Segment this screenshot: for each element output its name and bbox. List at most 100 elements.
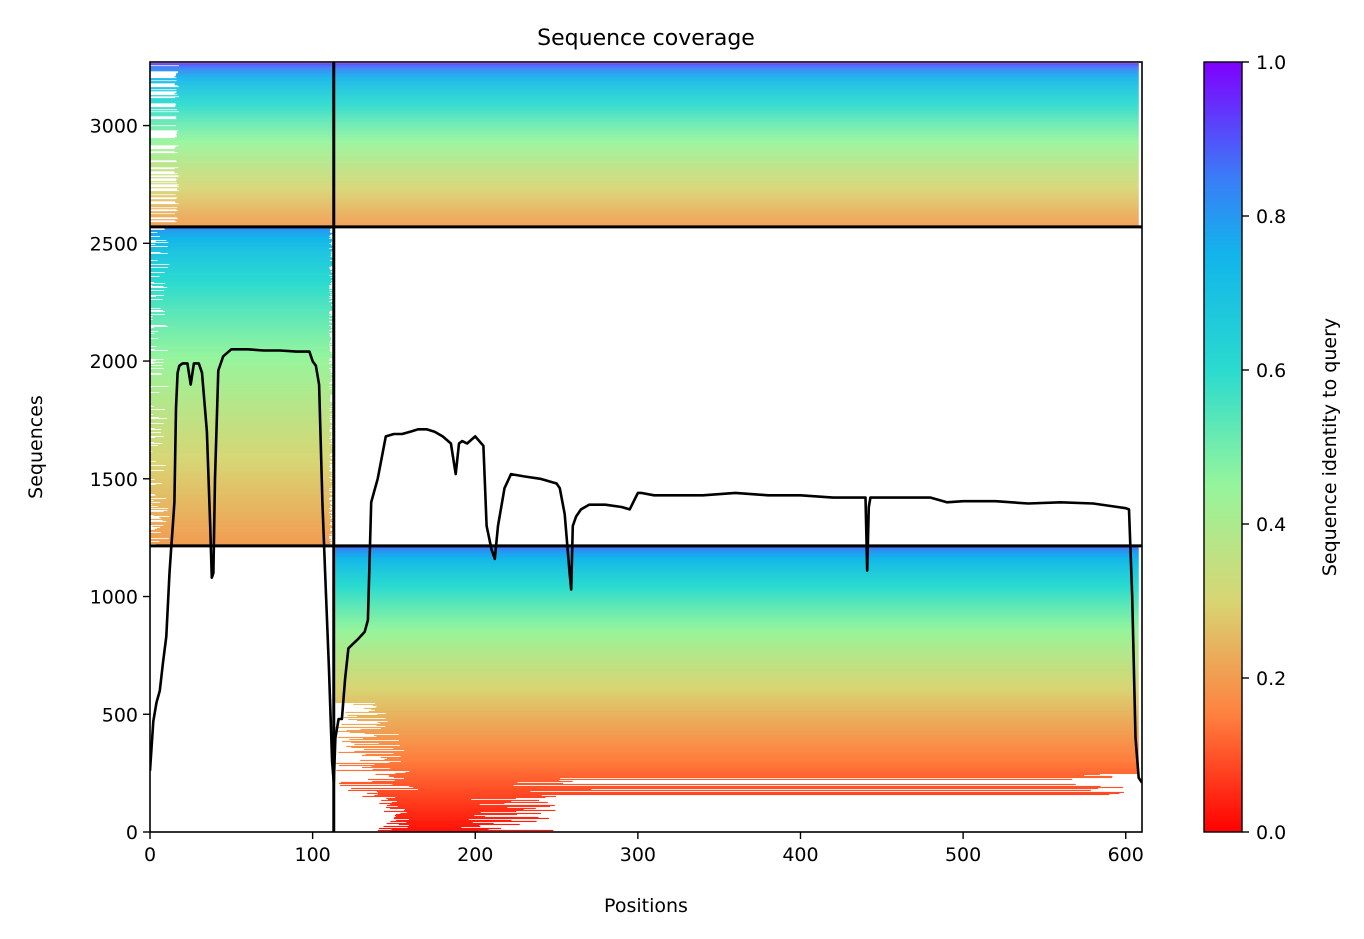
heat-row (152, 525, 334, 527)
heat-row (177, 132, 1139, 134)
heat-row (335, 691, 1139, 694)
heat-row (150, 206, 1139, 208)
heat-row (150, 381, 330, 383)
heat-row (403, 809, 556, 812)
heat-row (380, 722, 1139, 725)
heat-row (150, 66, 1139, 68)
heat-row (177, 131, 1139, 133)
heat-row (150, 196, 1139, 198)
heat-row (150, 491, 334, 493)
heat-row (150, 489, 329, 491)
heat-row (365, 753, 1139, 756)
heat-row (339, 782, 563, 785)
heat-row (167, 417, 330, 419)
heat-row (335, 656, 1139, 659)
heat-row (150, 121, 1139, 123)
heat-row (150, 174, 1139, 176)
heat-row (150, 280, 333, 282)
heat-row (335, 672, 1139, 675)
heat-row (176, 134, 1139, 136)
heat-row (162, 442, 330, 444)
heat-row (383, 825, 481, 828)
heat-row (335, 568, 1139, 571)
heat-row (335, 660, 1139, 663)
heat-row (164, 227, 332, 229)
heat-row (397, 805, 551, 808)
heat-row (150, 365, 331, 367)
heat-row (400, 812, 542, 815)
heat-row (178, 175, 1139, 177)
heat-row (150, 304, 332, 306)
heat-row (409, 770, 1139, 773)
heat-row (150, 255, 331, 257)
heat-row (163, 510, 332, 512)
heat-row (335, 553, 1139, 556)
heat-row (150, 387, 330, 389)
heat-row (150, 154, 1139, 156)
y-axis-label: Sequences (25, 395, 47, 499)
heat-row (150, 495, 333, 497)
heat-row (151, 406, 334, 408)
heat-row (335, 576, 1139, 579)
heat-row (150, 301, 333, 303)
heat-row (156, 345, 330, 347)
heat-row (150, 82, 1139, 84)
heat-row (150, 261, 334, 263)
heat-row (150, 351, 332, 353)
heat-row (150, 394, 331, 396)
heat-row (150, 504, 334, 506)
heat-row (150, 341, 330, 343)
heat-row (400, 760, 1139, 763)
heat-row (176, 80, 1139, 82)
heat-row (150, 415, 330, 417)
heat-row (164, 289, 330, 291)
x-tick-label: 200 (457, 844, 493, 866)
heat-row (378, 742, 1139, 745)
heat-row (162, 309, 332, 311)
heat-row (150, 403, 334, 405)
heat-row (150, 129, 1139, 131)
heat-row (150, 352, 332, 354)
heat-row (335, 564, 1139, 567)
heat-row (343, 716, 1139, 719)
heat-row (345, 711, 1139, 714)
heat-row (150, 277, 334, 279)
heat-row (150, 368, 331, 370)
heat-row (150, 402, 332, 404)
heat-row (335, 601, 1139, 604)
heat-row (335, 613, 1139, 616)
heat-row (174, 201, 1139, 203)
y-tick-label: 1000 (90, 587, 138, 609)
heat-row (335, 552, 1139, 555)
heat-row (150, 475, 333, 477)
heat-row (335, 554, 1139, 557)
heat-row (335, 591, 1139, 594)
heat-row (381, 727, 1139, 730)
heat-row (150, 211, 1139, 213)
heat-row (150, 346, 331, 348)
heat-row (150, 354, 332, 356)
heat-row (356, 719, 1139, 722)
heat-block (150, 226, 334, 546)
heat-row (151, 386, 333, 388)
heat-row (373, 734, 1139, 737)
heat-row (335, 666, 1139, 669)
heat-row (362, 754, 1139, 757)
heat-row (161, 482, 332, 484)
heat-row (166, 520, 334, 522)
heat-row (150, 542, 331, 544)
heat-row (150, 506, 331, 508)
heat-row (160, 501, 330, 503)
heat-row (155, 243, 332, 245)
heat-row (150, 342, 332, 344)
heat-row (176, 178, 1139, 180)
heat-row (150, 233, 332, 235)
heat-row (150, 156, 1139, 158)
heat-row (150, 440, 331, 442)
heat-row (150, 388, 333, 390)
heat-row (151, 327, 333, 329)
heat-row (168, 507, 329, 509)
heat-row (150, 457, 331, 459)
heat-row (150, 425, 332, 427)
